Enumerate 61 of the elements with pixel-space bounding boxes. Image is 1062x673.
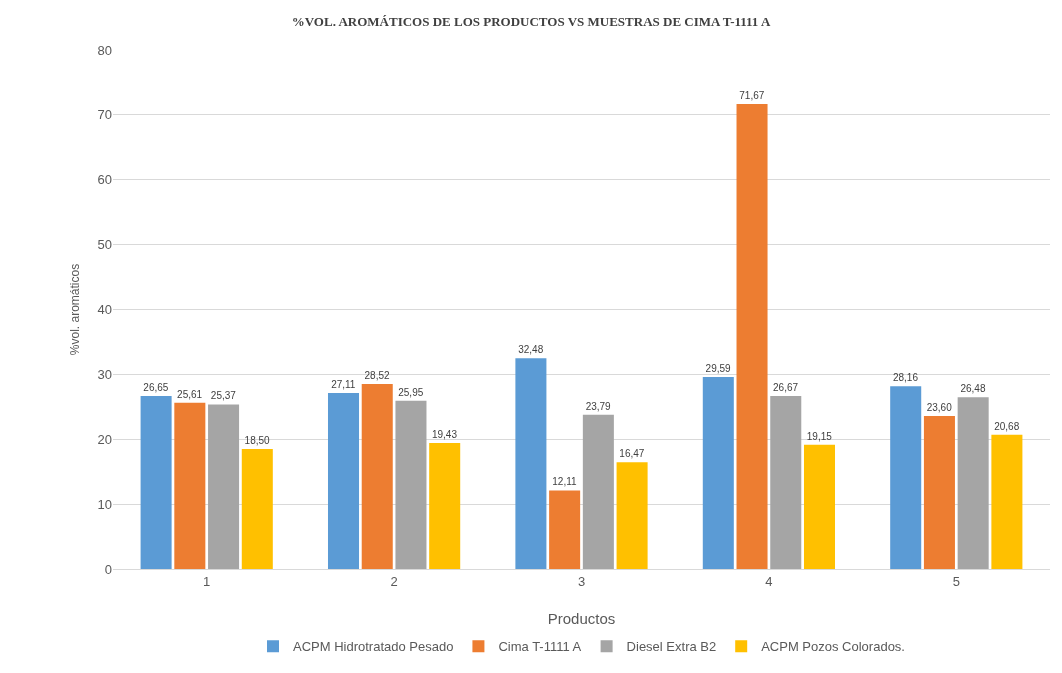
data-label: 25,37 [210, 390, 237, 402]
data-label: 71,67 [739, 90, 765, 102]
data-label: 29,59 [705, 363, 732, 375]
bar [957, 397, 989, 569]
bar [361, 383, 393, 569]
data-label: 26,67 [773, 381, 799, 393]
legend-label: ACPM Pozos Colorados. [761, 639, 905, 655]
bar [890, 386, 922, 569]
data-label: 20,68 [994, 420, 1020, 432]
y-tick-label: 10 [97, 496, 112, 512]
bar [241, 448, 273, 569]
data-label: 25,95 [398, 386, 424, 398]
bar [923, 415, 955, 569]
data-label: 28,52 [364, 369, 390, 381]
y-tick-label: 70 [97, 107, 112, 123]
bar [429, 442, 461, 569]
data-label: 19,43 [431, 428, 458, 440]
bar [327, 393, 360, 569]
bar [582, 414, 614, 569]
data-label: 28,16 [892, 372, 919, 384]
y-tick-label: 60 [97, 172, 112, 188]
data-label: 18,50 [244, 434, 271, 446]
y-tick-label: 50 [97, 237, 112, 253]
x-tick-label: 5 [952, 573, 960, 589]
y-tick-label: 0 [104, 561, 112, 577]
bar [991, 434, 1023, 569]
data-label: 26,65 [143, 382, 169, 394]
y-tick-label: 20 [97, 431, 112, 447]
bar [616, 462, 648, 569]
data-label: 27,11 [331, 379, 356, 391]
data-label: 12,11 [552, 476, 577, 488]
legend-label: ACPM Hidrotratado Pesado [293, 639, 454, 655]
data-label: 23,79 [585, 400, 612, 412]
bar [515, 358, 547, 569]
chart-title: %VOL. AROMÁTICOS DE LOS PRODUCTOS VS MUESTRAS DE CIMA T-1111 A [291, 13, 771, 29]
bar [549, 490, 581, 569]
x-tick-label: 2 [390, 573, 398, 589]
data-label: 26,48 [960, 383, 986, 395]
y-tick-label: 40 [97, 302, 112, 318]
x-tick-label: 3 [577, 573, 586, 589]
data-label: 25,61 [177, 388, 203, 400]
y-tick-label: 80 [97, 42, 112, 58]
x-tick-label: 4 [765, 573, 773, 589]
bar [803, 444, 836, 569]
bar [736, 104, 768, 569]
data-label: 16,47 [619, 448, 645, 460]
x-axis-title: Productos [547, 610, 616, 627]
data-label: 32,48 [518, 344, 544, 356]
y-axis-title: %vol. aromáticos [68, 263, 82, 356]
bar [208, 404, 240, 569]
bar [770, 395, 802, 569]
data-label: 19,15 [806, 430, 833, 442]
data-label: 23,60 [926, 401, 953, 413]
y-tick-label: 30 [97, 366, 112, 382]
legend-label: Cima T-1111 A [498, 639, 582, 655]
x-tick-label: 1 [203, 573, 211, 589]
bar [702, 377, 734, 569]
bar [395, 400, 427, 569]
legend-label: Diesel Extra B2 [626, 639, 717, 655]
bar [174, 402, 206, 569]
bar [140, 396, 172, 569]
